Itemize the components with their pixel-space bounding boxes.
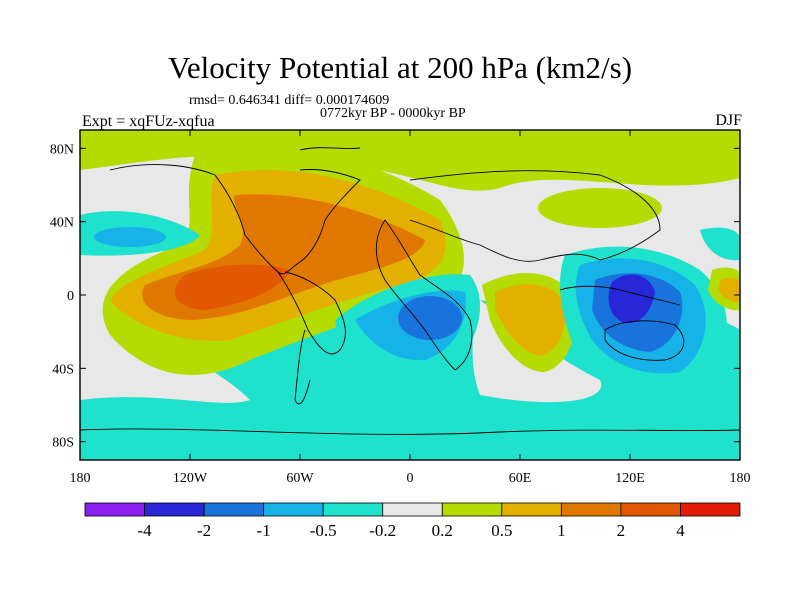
contour-africa-dark-blue (398, 296, 462, 340)
x-tick-label: 180 (730, 471, 751, 486)
contour-north-green (80, 130, 740, 191)
y-tick-label: 40N (50, 216, 74, 231)
coast-africa (375, 219, 473, 371)
colorbar-label: 1 (557, 521, 566, 540)
coast-greenland (299, 147, 361, 151)
x-tick-label: 60W (286, 471, 314, 486)
coast-antarctica (80, 428, 740, 435)
plot-title: Velocity Potential at 200 hPa (km2/s) (167, 50, 633, 85)
y-axis-ticks: 80N 40N 0 40S 80S (50, 142, 740, 451)
colorbar-label: -4 (137, 521, 152, 540)
colorbar-label: -0.2 (369, 521, 396, 540)
coast-north-america (109, 164, 361, 275)
colorbar-swatch (203, 502, 265, 517)
y-tick-label: 80N (50, 142, 74, 157)
x-tick-label: 120E (615, 471, 645, 486)
x-axis-ticks: 180 120W 60W 0 60E 120E 180 (70, 130, 751, 486)
y-tick-label: 0 (67, 289, 74, 304)
contour-indian-yellow (495, 284, 566, 356)
contour-epac-cyan (700, 227, 740, 261)
contour-asia-green (538, 188, 662, 228)
colorbar-swatch (680, 502, 741, 517)
colorbar-swatch (501, 502, 562, 517)
x-tick-label: 0 (407, 471, 414, 486)
contour-npac-blue (94, 227, 166, 247)
coastlines (80, 147, 740, 435)
colorbar: -4 -2 -1 -0.5 -0.2 0.2 0.5 1 2 4 (84, 502, 741, 540)
colorbar-label: 4 (676, 521, 685, 540)
season-label: DJF (715, 112, 742, 129)
colorbar-label: -1 (257, 521, 271, 540)
period-text: 0772kyr BP - 0000kyr BP (320, 106, 466, 121)
contour-wh-deep-orange (174, 264, 290, 310)
stats-text: rmsd= 0.646341 diff= 0.000174609 (189, 93, 390, 108)
colorbar-swatch (441, 502, 503, 517)
contour-dateline-yellow (718, 277, 740, 303)
experiment-label: Expt = xqFUz-xqfua (82, 113, 215, 130)
y-tick-label: 80S (52, 436, 74, 451)
x-tick-label: 120W (173, 471, 208, 486)
colorbar-label: 0.5 (491, 521, 512, 540)
colorbar-swatch (263, 502, 324, 517)
coast-eurasia (409, 170, 661, 262)
colorbar-label: 0.2 (432, 521, 453, 540)
contour-mc-core (608, 274, 655, 324)
coast-australia (604, 320, 685, 361)
colorbar-label: 2 (617, 521, 626, 540)
colorbar-swatch (382, 502, 443, 517)
colorbar-swatch (144, 502, 205, 517)
coast-indonesia (559, 285, 681, 306)
colorbar-label: -0.5 (310, 521, 337, 540)
coast-south-america-south (294, 329, 311, 405)
x-tick-label: 180 (70, 471, 91, 486)
y-tick-label: 40S (52, 362, 74, 377)
colorbar-swatch (560, 502, 622, 517)
colorbar-swatch (620, 502, 681, 517)
colorbar-label: -2 (197, 521, 211, 540)
x-tick-label: 60E (509, 471, 532, 486)
colorbar-swatch (84, 502, 145, 517)
coast-south-america (277, 271, 346, 355)
colorbar-swatch (322, 502, 384, 517)
